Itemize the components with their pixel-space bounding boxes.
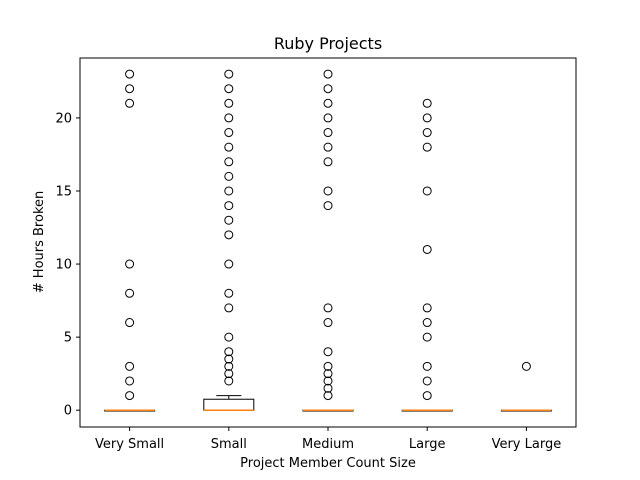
flier-point (224, 332, 234, 342)
flier-point (125, 98, 135, 108)
flier-point (224, 84, 234, 94)
box-group (302, 69, 354, 412)
flier-point (422, 98, 432, 108)
plot-area (104, 69, 552, 412)
flier-point (224, 303, 234, 313)
y-tick-label: 10 (55, 258, 72, 273)
flier-point (125, 288, 135, 298)
flier-point (422, 318, 432, 328)
flier-point (125, 259, 135, 269)
flier-point (422, 142, 432, 152)
flier-point (422, 303, 432, 313)
flier-point (323, 383, 333, 393)
flier-point (323, 303, 333, 313)
flier-point (323, 69, 333, 79)
flier-point (224, 113, 234, 123)
y-tick-label: 0 (64, 404, 72, 419)
x-tick-label: Small (211, 437, 247, 452)
flier-point (422, 113, 432, 123)
flier-point (125, 318, 135, 328)
flier-point (422, 128, 432, 138)
flier-point (323, 361, 333, 371)
flier-point (422, 186, 432, 196)
flier-point (521, 361, 531, 371)
y-tick-label: 15 (55, 184, 72, 199)
flier-point (323, 391, 333, 401)
y-tick-label: 20 (55, 111, 72, 126)
y-axis-label: # Hours Broken (32, 191, 47, 293)
flier-point (224, 69, 234, 79)
flier-point (323, 157, 333, 167)
plot-frame (79, 57, 577, 428)
flier-point (323, 347, 333, 357)
flier-point (323, 318, 333, 328)
flier-point (125, 376, 135, 386)
flier-point (224, 98, 234, 108)
x-tick-label: Medium (302, 437, 354, 452)
flier-point (224, 186, 234, 196)
flier-point (323, 113, 333, 123)
flier-point (125, 391, 135, 401)
flier-point (224, 288, 234, 298)
flier-point (224, 259, 234, 269)
flier-point (224, 128, 234, 138)
box-group (401, 98, 453, 412)
flier-point (224, 230, 234, 240)
flier-point (224, 157, 234, 167)
flier-point (224, 361, 234, 371)
x-tick-label: Very Large (492, 437, 562, 452)
flier-point (422, 332, 432, 342)
flier-point (125, 361, 135, 371)
flier-point (422, 361, 432, 371)
flier-point (323, 98, 333, 108)
box-group (203, 69, 255, 411)
flier-point (323, 369, 333, 379)
flier-point (323, 376, 333, 386)
x-tick-label: Large (409, 437, 446, 452)
flier-point (224, 215, 234, 225)
flier-point (323, 84, 333, 94)
flier-point (224, 142, 234, 152)
x-axis: Very Small Small Medium Large Very Large (95, 427, 561, 452)
flier-point (224, 171, 234, 181)
flier-point (422, 376, 432, 386)
flier-point (224, 347, 234, 357)
box-iqr (203, 398, 255, 411)
flier-point (422, 391, 432, 401)
flier-point (125, 69, 135, 79)
flier-point (323, 128, 333, 138)
x-tick-label: Very Small (95, 437, 164, 452)
flier-point (323, 142, 333, 152)
flier-point (224, 201, 234, 211)
flier-point (323, 186, 333, 196)
flier-point (422, 244, 432, 254)
y-tick-label: 5 (64, 331, 72, 346)
y-axis: 0 5 10 15 20 (55, 111, 80, 419)
flier-point (125, 84, 135, 94)
flier-point (224, 369, 234, 379)
box-group (104, 69, 156, 412)
box-group (500, 361, 552, 412)
flier-point (224, 354, 234, 364)
chart-title: Ruby Projects (274, 34, 382, 53)
flier-point (224, 376, 234, 386)
flier-point (323, 201, 333, 211)
x-axis-label: Project Member Count Size (240, 456, 416, 471)
